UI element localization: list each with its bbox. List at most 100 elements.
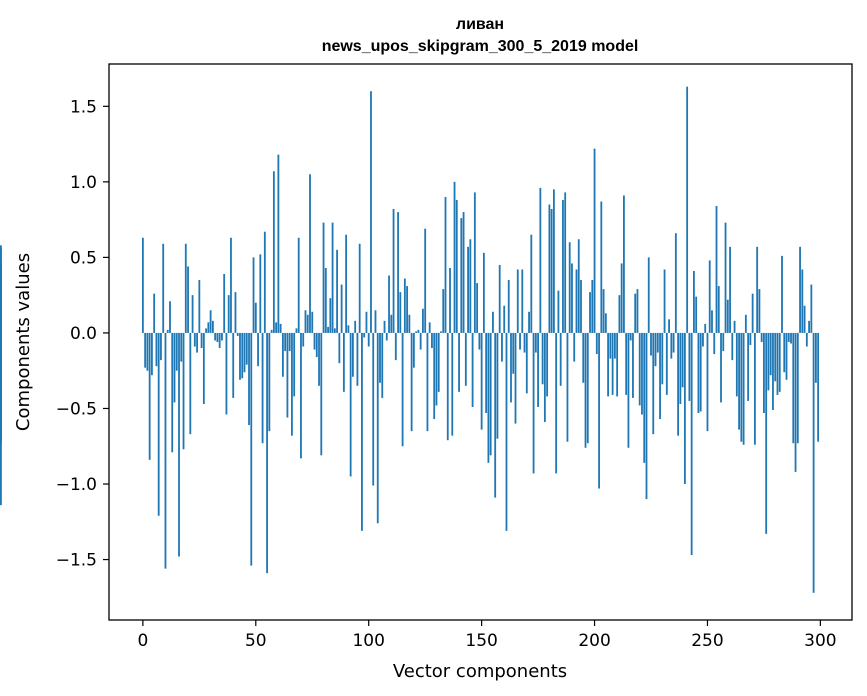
bar bbox=[370, 91, 372, 333]
bar bbox=[286, 332, 289, 418]
chart-title: ливан bbox=[456, 16, 504, 33]
bar bbox=[300, 332, 302, 459]
bar bbox=[166, 329, 169, 333]
bar bbox=[354, 320, 357, 333]
bar bbox=[191, 295, 194, 333]
bar bbox=[625, 332, 628, 395]
bar bbox=[498, 264, 501, 333]
bar bbox=[735, 332, 738, 397]
bar bbox=[207, 322, 210, 333]
bar bbox=[266, 332, 268, 574]
bar bbox=[525, 332, 528, 394]
bar bbox=[584, 332, 587, 448]
bar bbox=[0, 332, 2, 441]
x-tick-label: 50 bbox=[245, 631, 267, 651]
bars-group bbox=[0, 86, 820, 593]
bar bbox=[388, 275, 390, 333]
bar bbox=[616, 332, 619, 397]
bar bbox=[521, 269, 524, 333]
bar bbox=[787, 332, 790, 342]
bar bbox=[259, 254, 262, 333]
bar bbox=[722, 332, 725, 352]
bar bbox=[379, 332, 381, 383]
bar bbox=[812, 332, 815, 593]
bar bbox=[248, 332, 250, 426]
bar bbox=[372, 332, 375, 486]
bar bbox=[428, 322, 431, 333]
bar bbox=[607, 332, 609, 397]
bar bbox=[426, 332, 429, 432]
bar bbox=[281, 332, 284, 377]
bar bbox=[688, 332, 691, 401]
bar bbox=[519, 332, 521, 350]
bar bbox=[758, 289, 761, 333]
bar bbox=[243, 332, 246, 373]
bar bbox=[575, 269, 578, 333]
bar bbox=[751, 293, 754, 333]
bar bbox=[223, 274, 226, 333]
bar bbox=[503, 305, 506, 333]
bar bbox=[794, 332, 797, 472]
bar bbox=[652, 332, 655, 435]
bar bbox=[480, 332, 483, 430]
bar bbox=[458, 332, 460, 392]
bar bbox=[209, 310, 212, 333]
bar bbox=[442, 289, 445, 333]
bar bbox=[796, 332, 799, 444]
bar bbox=[211, 320, 214, 333]
bar bbox=[245, 332, 248, 365]
bar bbox=[385, 332, 388, 341]
bar bbox=[187, 266, 189, 333]
bar bbox=[322, 222, 325, 333]
bar bbox=[383, 320, 386, 333]
bar bbox=[279, 323, 282, 333]
bar bbox=[537, 332, 539, 407]
bar bbox=[810, 284, 813, 333]
bar bbox=[747, 332, 750, 401]
y-tick-label: 1.0 bbox=[70, 173, 97, 193]
bar bbox=[304, 310, 307, 333]
bar bbox=[270, 329, 273, 333]
bar bbox=[507, 280, 510, 333]
y-axis-label: Components values bbox=[13, 253, 34, 431]
y-tick-label: 1.5 bbox=[70, 97, 97, 117]
bar bbox=[643, 332, 646, 463]
bar bbox=[492, 311, 494, 333]
bar bbox=[600, 201, 603, 333]
bar bbox=[193, 332, 196, 347]
bar bbox=[358, 243, 361, 333]
bar bbox=[729, 246, 731, 333]
bar bbox=[216, 332, 219, 342]
bar bbox=[467, 246, 469, 333]
bar bbox=[808, 320, 810, 333]
bar bbox=[618, 295, 621, 333]
bar bbox=[756, 246, 759, 333]
bar bbox=[738, 332, 740, 430]
bar bbox=[776, 332, 779, 395]
bar bbox=[464, 332, 467, 386]
bar bbox=[650, 332, 652, 356]
bar bbox=[548, 204, 551, 333]
bar bbox=[397, 212, 399, 333]
bar bbox=[311, 311, 314, 333]
bar bbox=[361, 332, 363, 531]
bar bbox=[376, 332, 379, 524]
bar bbox=[455, 199, 458, 333]
bar bbox=[218, 332, 221, 349]
bar bbox=[141, 237, 144, 333]
bar bbox=[291, 332, 293, 436]
bar bbox=[753, 332, 756, 445]
bar bbox=[205, 328, 208, 333]
bar bbox=[677, 332, 680, 436]
bar bbox=[408, 314, 411, 333]
bar bbox=[623, 195, 625, 333]
bar bbox=[693, 270, 695, 333]
bar bbox=[412, 332, 415, 368]
bar bbox=[157, 332, 160, 516]
bar bbox=[462, 212, 465, 333]
bar bbox=[496, 332, 499, 439]
bar bbox=[232, 332, 235, 398]
bar bbox=[573, 332, 576, 362]
bar bbox=[487, 332, 490, 463]
